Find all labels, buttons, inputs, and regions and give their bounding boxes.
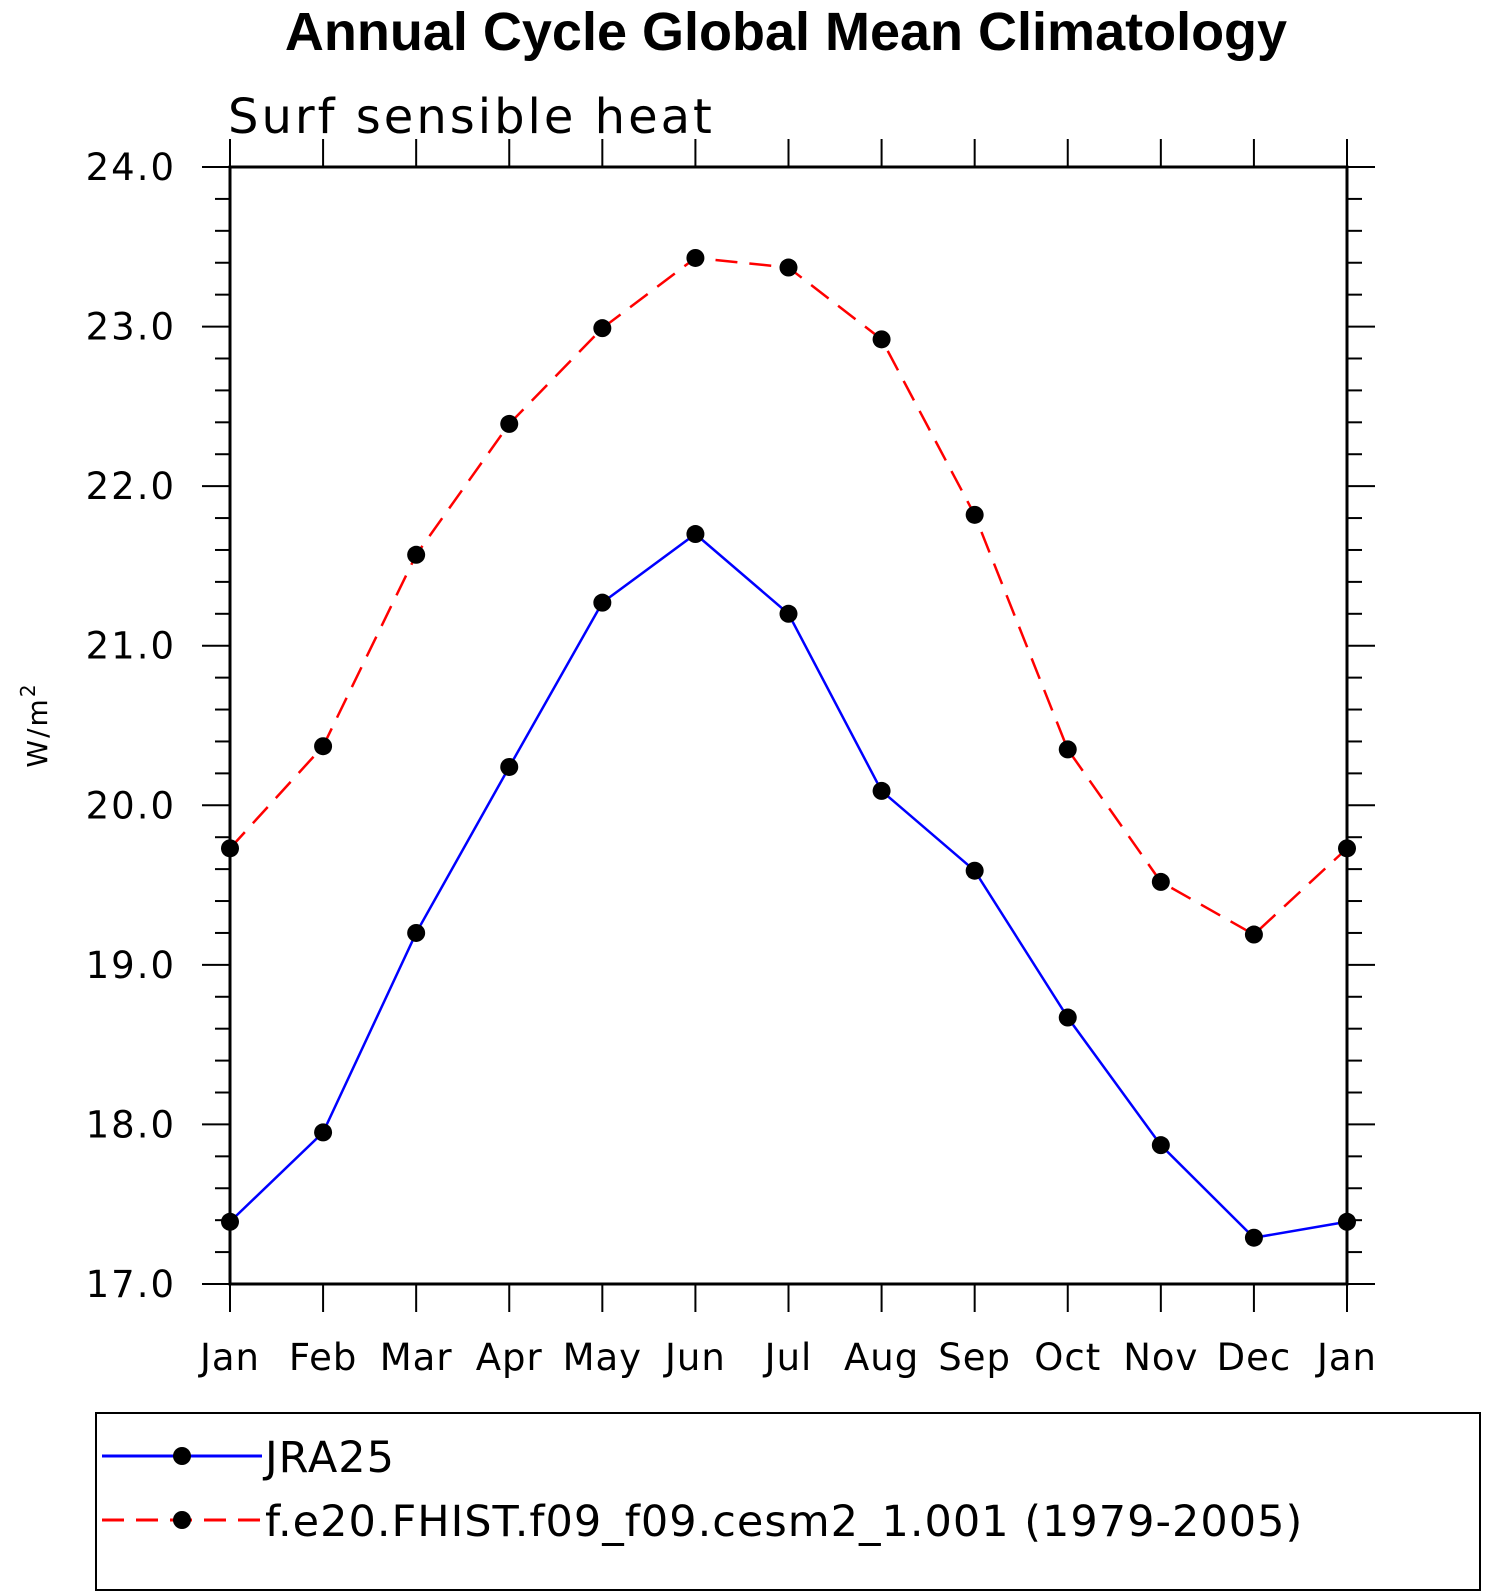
series-point-1 — [593, 319, 612, 338]
y-tick-label: 24.0 — [86, 146, 176, 189]
y-axis-label: W/m2 — [16, 682, 54, 767]
y-tick-label: 22.0 — [86, 465, 176, 508]
series-point-1 — [872, 330, 891, 349]
x-tick-label: Mar — [380, 1336, 453, 1379]
chart-subtitle: Surf sensible heat — [228, 89, 715, 145]
x-tick-label: Jan — [198, 1336, 260, 1379]
x-tick-label: Aug — [844, 1336, 919, 1379]
series-point-1 — [686, 248, 705, 267]
legend-label-cesm2: f.e20.FHIST.f09_f09.cesm2_1.001 (1979-20… — [265, 1497, 1303, 1547]
series-point-1 — [407, 545, 426, 564]
x-tick-label: Dec — [1217, 1336, 1292, 1379]
legend-label-jra25: JRA25 — [262, 1433, 395, 1483]
series-point-1 — [500, 414, 519, 433]
series-point-0 — [1151, 1136, 1170, 1155]
series-point-0 — [779, 604, 798, 623]
series-point-1 — [965, 505, 984, 524]
axis-ticks — [202, 139, 1375, 1312]
series-point-0 — [872, 781, 891, 800]
series-line-0 — [229, 532, 1348, 1240]
series-point-1 — [1058, 740, 1077, 759]
x-tick-label: May — [563, 1336, 643, 1379]
series-point-0 — [221, 1212, 239, 1231]
y-tick-label: 17.0 — [86, 1263, 176, 1306]
x-tick-label: Jun — [663, 1336, 726, 1379]
x-tick-label: Apr — [476, 1336, 543, 1379]
y-tick-label: 20.0 — [86, 784, 176, 827]
x-tick-label: Feb — [289, 1336, 358, 1379]
y-axis-label-unit: W/m — [21, 697, 54, 767]
plot-frame — [228, 165, 1349, 1286]
series-point-1 — [221, 839, 239, 858]
legend-box — [95, 1412, 1481, 1591]
x-tick-labels: Jan Feb Mar Apr May Jun Jul Aug Sep Oct Nov Dec Jan — [198, 1336, 1377, 1379]
chart-title: Annual Cycle Global Mean Climatology — [285, 2, 1287, 62]
x-tick-label: Jul — [763, 1336, 813, 1379]
series-point-0 — [686, 525, 705, 544]
series-point-1 — [1338, 839, 1356, 858]
x-tick-label: Jan — [1315, 1336, 1377, 1379]
y-axis-label-superscript: 2 — [16, 682, 40, 697]
x-tick-label: Oct — [1034, 1336, 1101, 1379]
series-point-0 — [407, 923, 426, 942]
y-tick-labels: 17.0 18.0 19.0 20.0 21.0 22.0 23.0 24.0 — [86, 146, 176, 1306]
legend-marker-jra25 — [173, 1447, 191, 1465]
series-point-0 — [593, 593, 612, 612]
x-tick-label: Sep — [938, 1336, 1011, 1379]
series-point-0 — [1338, 1212, 1356, 1231]
series-point-0 — [1244, 1228, 1263, 1247]
series-point-1 — [1244, 925, 1263, 944]
y-tick-label: 19.0 — [86, 944, 176, 987]
series-point-1 — [1151, 872, 1170, 891]
x-tick-label: Nov — [1123, 1336, 1198, 1379]
series-layer — [221, 248, 1356, 1247]
y-tick-label: 21.0 — [86, 625, 176, 668]
legend-marker-cesm2 — [173, 1511, 191, 1529]
series-point-0 — [1058, 1008, 1077, 1027]
series-point-0 — [965, 861, 984, 880]
series-line-1 — [229, 256, 1348, 937]
series-point-0 — [314, 1123, 333, 1142]
y-tick-label: 23.0 — [86, 306, 176, 349]
series-point-0 — [500, 757, 519, 776]
series-point-1 — [779, 258, 798, 277]
series-point-1 — [314, 737, 333, 756]
y-tick-label: 18.0 — [86, 1103, 176, 1146]
